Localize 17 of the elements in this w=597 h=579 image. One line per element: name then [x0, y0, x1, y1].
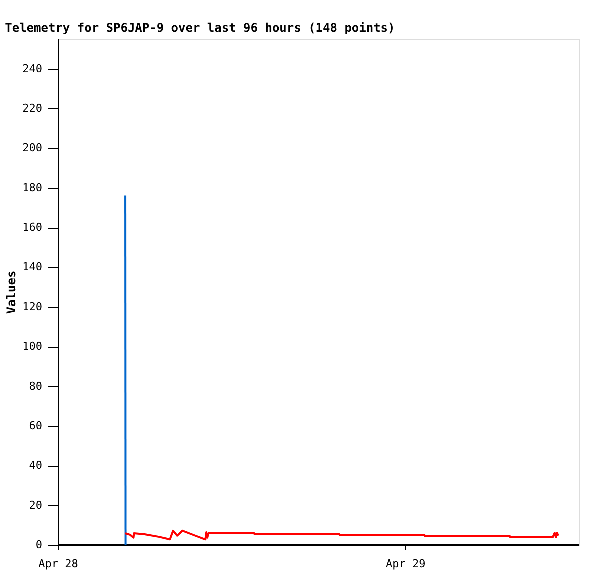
y-tick-label: 100 — [22, 340, 42, 354]
chart-title: Telemetry for SP6JAP-9 over last 96 hours (148 points) — [5, 21, 396, 35]
y-tick-label: 140 — [22, 260, 42, 274]
y-axis-title: Values — [4, 270, 19, 314]
y-tick-label: 220 — [22, 102, 42, 115]
x-tick-label: Apr 29 — [386, 558, 426, 570]
y-tick-label: 0 — [36, 538, 42, 552]
x-tick-label: Apr 28 — [38, 558, 78, 570]
y-tick-label: 200 — [22, 142, 42, 155]
y-tick-label: 40 — [29, 459, 42, 472]
y-tick-label: 240 — [22, 62, 42, 76]
y-tick-label: 160 — [22, 221, 42, 234]
y-tick-label: 80 — [29, 380, 42, 393]
y-tick-label: 120 — [22, 300, 42, 314]
y-tick-label: 180 — [22, 181, 42, 194]
y-tick-label: 60 — [29, 419, 42, 432]
y-tick-label: 20 — [29, 498, 42, 512]
